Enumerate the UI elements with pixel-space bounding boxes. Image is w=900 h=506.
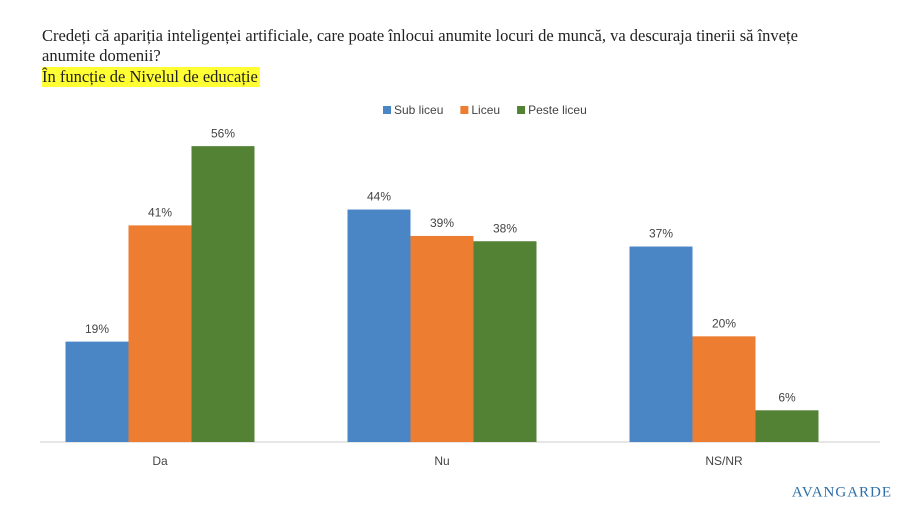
- x-tick-label: Nu: [434, 454, 449, 468]
- legend-swatch: [517, 106, 526, 114]
- value-label: 19%: [85, 322, 109, 336]
- bar: [65, 341, 129, 442]
- bar: [473, 241, 537, 442]
- bar: [629, 246, 693, 442]
- header: Credeți că apariția inteligenței artific…: [42, 26, 832, 87]
- legend-label: Sub liceu: [394, 103, 443, 117]
- value-label: 44%: [367, 190, 391, 204]
- logo: AVANGARDE: [792, 484, 892, 500]
- legend-label: Peste liceu: [528, 103, 587, 117]
- legend-swatch: [460, 106, 469, 114]
- x-tick-label: NS/NR: [705, 454, 743, 468]
- bar: [692, 336, 756, 442]
- legend-label: Liceu: [471, 103, 500, 117]
- bar: [410, 235, 474, 442]
- bar: [191, 146, 255, 442]
- value-label: 6%: [778, 390, 796, 404]
- chart-title: Credeți că apariția inteligenței artific…: [42, 26, 798, 65]
- value-label: 39%: [430, 216, 454, 230]
- x-tick-label: Da: [152, 454, 168, 468]
- bar: [128, 225, 192, 442]
- legend-swatch: [383, 106, 391, 114]
- value-label: 38%: [493, 221, 517, 235]
- chart-subtitle: În funcție de Nivelul de educație: [42, 67, 260, 87]
- value-label: 56%: [211, 126, 235, 140]
- bar: [755, 410, 819, 442]
- bar: [347, 209, 411, 442]
- value-label: 37%: [649, 227, 673, 241]
- value-label: 20%: [712, 317, 736, 331]
- value-label: 41%: [148, 206, 172, 220]
